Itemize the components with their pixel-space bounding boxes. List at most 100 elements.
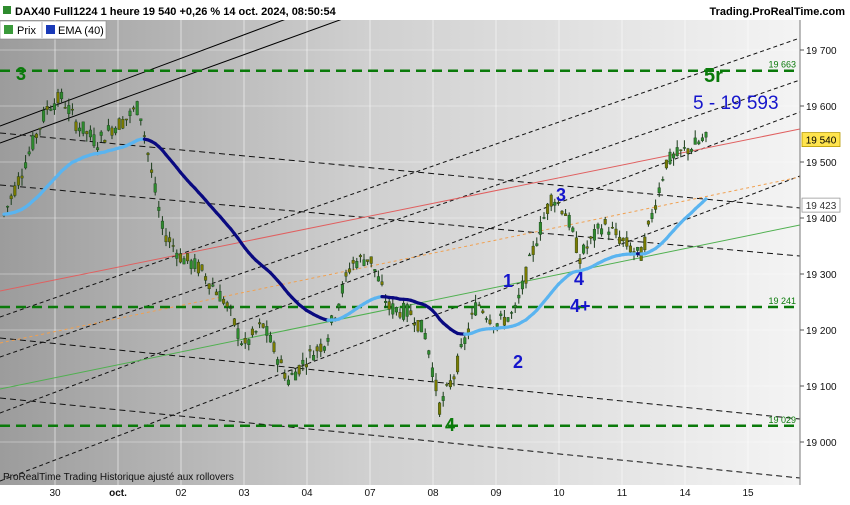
candle-body — [572, 228, 575, 232]
candle-body — [230, 308, 233, 309]
candle-body — [636, 247, 639, 250]
candle-body — [705, 132, 708, 137]
price-tag-label: 19 540 — [806, 136, 837, 147]
wave-label-4-bottom: 4 — [445, 415, 455, 435]
candle-body — [53, 104, 56, 110]
candle-body — [71, 109, 74, 110]
candle-body — [532, 246, 535, 255]
candle-body — [287, 380, 290, 385]
candle-body — [604, 219, 607, 224]
candle-body — [507, 317, 510, 321]
candle-body — [190, 261, 193, 269]
candle-body — [158, 207, 161, 210]
candle-body — [17, 177, 20, 186]
candle-body — [341, 285, 344, 293]
candle-body — [122, 119, 125, 128]
candle-body — [622, 238, 625, 241]
legend-price-label: Prix — [17, 25, 36, 37]
level-label: 19 241 — [768, 296, 796, 306]
date-tick-label: 04 — [301, 488, 313, 499]
candle-body — [399, 312, 402, 317]
candle-body — [370, 257, 373, 264]
candle-body — [179, 254, 182, 262]
legend-price-swatch — [4, 25, 13, 34]
candle-body — [618, 237, 621, 243]
candle-body — [683, 147, 686, 148]
candle-body — [366, 260, 369, 262]
candle-body — [161, 221, 164, 228]
candle-body — [453, 377, 456, 379]
candle-body — [356, 261, 359, 268]
candle-body — [6, 206, 9, 207]
candle-body — [132, 108, 135, 109]
candle-body — [89, 130, 92, 137]
candle-body — [662, 179, 665, 180]
candle-body — [305, 364, 308, 367]
candle-body — [615, 229, 618, 235]
candle-body — [140, 119, 143, 121]
date-tick-label: 10 — [553, 488, 565, 499]
candle-body — [107, 125, 110, 130]
candle-body — [172, 245, 175, 246]
candle-body — [215, 292, 218, 295]
candle-body — [669, 152, 672, 164]
candle-body — [413, 323, 416, 325]
legend-ema-label: EMA (40) — [58, 25, 104, 37]
brand-label: Trading.ProRealTime.com — [709, 6, 845, 18]
candle-body — [348, 269, 351, 273]
candle-body — [546, 204, 549, 214]
candle-body — [431, 368, 434, 377]
candle-body — [129, 111, 132, 116]
candle-body — [500, 314, 503, 316]
date-tick-label: 09 — [490, 488, 502, 499]
date-tick-label: 08 — [427, 488, 439, 499]
candle-body — [75, 122, 78, 131]
date-tick-label: oct. — [109, 488, 127, 499]
candle-body — [323, 347, 326, 351]
candle-body — [86, 131, 89, 133]
candle-body — [60, 92, 63, 99]
candle-body — [384, 301, 387, 302]
plot-background — [0, 20, 800, 485]
candle-body — [24, 163, 27, 168]
candle-body — [514, 305, 517, 308]
candle-body — [57, 92, 60, 103]
candle-body — [320, 344, 323, 352]
candle-body — [258, 323, 261, 324]
candle-body — [611, 227, 614, 228]
candle-body — [410, 311, 413, 315]
candle-body — [345, 273, 348, 277]
candle-body — [363, 260, 366, 266]
candle-body — [374, 269, 377, 271]
candle-body — [104, 140, 107, 142]
axis-background — [800, 20, 850, 485]
wave-label-5r: 5r — [704, 65, 723, 87]
candle-body — [284, 373, 287, 378]
candle-body — [204, 276, 207, 280]
date-axis-background — [0, 485, 850, 500]
wave-label-3: 3 — [556, 185, 566, 205]
candle-body — [388, 302, 391, 310]
candle-body — [208, 284, 211, 289]
candle-body — [460, 344, 463, 347]
wave-label-3-top: 3 — [16, 64, 26, 84]
candle-body — [39, 128, 42, 129]
candle-body — [266, 326, 269, 335]
candle-body — [510, 312, 513, 313]
candle-body — [197, 262, 200, 273]
candle-body — [10, 196, 13, 199]
candle-body — [240, 344, 243, 345]
candle-body — [676, 147, 679, 155]
price-tick-label: 19 400 — [806, 214, 837, 225]
candle-body — [593, 229, 596, 240]
candle-body — [464, 338, 467, 344]
candle-body — [176, 253, 179, 258]
candle-body — [381, 282, 384, 285]
candle-body — [503, 317, 506, 325]
wave-label-4-plus: 4+ — [570, 296, 591, 316]
candle-body — [489, 320, 492, 324]
candle-body — [150, 170, 153, 173]
candle-body — [64, 107, 67, 108]
candle-body — [550, 195, 553, 206]
